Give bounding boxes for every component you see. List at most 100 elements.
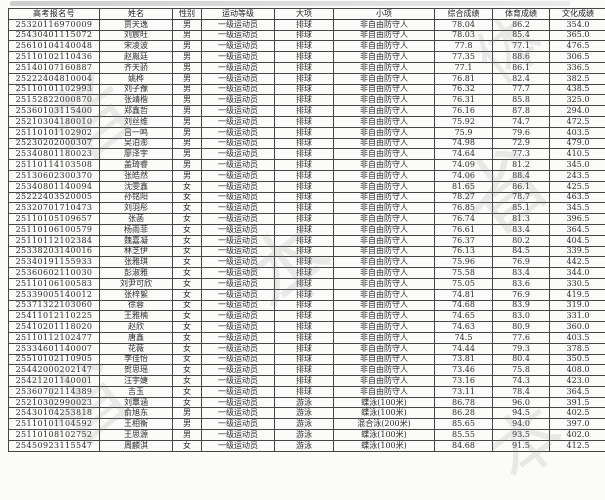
cell-exam-id: 25222403520005: [8, 191, 100, 204]
table-row: 25610104140048 宋凌波男一级运动员 排球 非自由防守人 77.8 77.1 4…: [8, 40, 605, 53]
cell-overall-score: 76.37: [434, 234, 493, 247]
cell-name: 吴泊澎: [99, 137, 173, 150]
table-row: 25110106100579 杨雨菲女一级运动员 排球 非自由防守人 76.61 83.4…: [8, 223, 605, 236]
cell-overall-score: 77.8: [434, 40, 493, 53]
cell-exam-id: 25334601140007: [8, 342, 100, 355]
cell-event: 非自由防守人: [333, 299, 435, 312]
cell-athlete-level: 一级运动员: [201, 407, 275, 420]
cell-event: 非自由防守人: [333, 180, 435, 193]
cell-sports-score: 81.3: [492, 213, 550, 225]
cell-name: 孙铭阳: [99, 191, 173, 204]
cell-sports-score: 96.0: [492, 396, 550, 409]
cell-event: 非自由防守人: [333, 321, 435, 333]
cell-culture-score: 365.0: [549, 29, 605, 42]
cell-overall-score: 75.92: [434, 115, 493, 128]
cell-athlete-level: 一级运动员: [201, 321, 275, 333]
cell-gender: 女: [172, 321, 202, 333]
cell-sport: 排球: [274, 94, 334, 107]
cell-name: 齐天骄: [99, 61, 173, 74]
cell-name: 郑鑫哲: [99, 105, 173, 117]
cell-overall-score: 86.28: [434, 407, 493, 420]
cell-gender: 女: [172, 223, 202, 236]
cell-exam-id: 25130602300370: [8, 169, 100, 182]
cell-culture-score: 243.5: [549, 169, 605, 182]
cell-sports-score: 79.6: [492, 126, 550, 139]
table-row: 25110102110436 赵胤廷男一级运动员 排球 非自由防守人 77.35 88.6…: [8, 51, 605, 63]
cell-name: 周麟淇: [99, 439, 173, 452]
cell-athlete-level: 一级运动员: [201, 72, 275, 85]
cell-sport: 排球: [274, 364, 334, 377]
cell-exam-id: 25110101104592: [8, 418, 100, 431]
cell-gender: 女: [172, 191, 202, 204]
cell-event: 非自由防守人: [333, 223, 435, 236]
cell-gender: 男: [172, 61, 202, 74]
cell-culture-score: 294.0: [549, 105, 605, 117]
cell-culture-score: 345.5: [549, 202, 605, 215]
cell-event: 非自由防守人: [333, 105, 435, 117]
table-row: 25110106100583 刘尹可欣女一级运动员 排球 非自由防守人 75.05 83.…: [8, 277, 605, 290]
cell-sport: 排球: [274, 105, 334, 117]
cell-sports-score: 77.1: [492, 40, 550, 53]
cell-sports-score: 85.1: [492, 202, 550, 215]
cell-gender: 男: [172, 137, 202, 150]
cell-culture-score: 476.5: [549, 40, 605, 53]
cell-name: 徐蓉: [99, 299, 173, 312]
cell-overall-score: 76.31: [434, 94, 493, 107]
cell-event: 非自由防守人: [333, 169, 435, 182]
cell-exam-id: 25450923115547: [8, 439, 100, 452]
cell-athlete-level: 一级运动员: [201, 169, 275, 182]
table-head: 高考报名号 姓名 性别 运动等级 大项 小项 综合成绩 体育成绩 文化成绩: [8, 8, 605, 20]
cell-exam-id: 25210304180010: [8, 115, 100, 128]
table-row: 25110112102384 魏嘉凝女一级运动员 排球 非自由防守人 76.37 80.2…: [8, 234, 605, 247]
cell-gender: 男: [172, 126, 202, 139]
cell-culture-score: 306.5: [549, 51, 605, 63]
cell-culture-score: 396.5: [549, 213, 605, 225]
cell-event: 非自由防守人: [333, 61, 435, 74]
cell-sport: 排球: [274, 169, 334, 182]
table-row: 25320116970009 贾天逸男一级运动员 排球 非自由防守人 78.04 86.2…: [8, 18, 605, 31]
cell-athlete-level: 一级运动员: [201, 126, 275, 139]
cell-sport: 排球: [274, 83, 334, 96]
cell-gender: 女: [172, 396, 202, 409]
cell-sports-score: 86.1: [492, 61, 550, 74]
cell-exam-id: 25371322103060: [8, 299, 100, 312]
cell-exam-id: 25410201118020: [8, 321, 100, 333]
table-row: 25339005140012 张梓絮女一级运动员 排球 非自由防守人 74.81 76.9…: [8, 288, 605, 301]
cell-overall-score: 76.32: [434, 83, 493, 96]
cell-name: 赵欣: [99, 321, 173, 333]
cell-name: 刘覃涵: [99, 396, 173, 409]
table-row: 25210304180010 刘丝维男一级运动员 排球 非自由防守人 75.92 74.7…: [8, 115, 605, 128]
cell-event: 非自由防守人: [333, 234, 435, 247]
cell-athlete-level: 一级运动员: [201, 299, 275, 312]
results-table: 高考报名号 姓名 性别 运动等级 大项 小项 综合成绩 体育成绩 文化成绩 2532011697…: [8, 8, 605, 452]
cell-name: 沈雯鑫: [99, 180, 173, 193]
cell-sport: 游泳: [274, 418, 334, 431]
cell-athlete-level: 一级运动员: [201, 353, 275, 366]
table-row: 25340191155933 张雅琪女一级运动员 排球 非自由防守人 75.96 76.9…: [8, 256, 605, 269]
cell-name: 廖泽宇: [99, 148, 173, 161]
table-row: 25110101102902 吕一鸣男一级运动员 排球 非自由防守人 75.9 79.6 4…: [8, 126, 605, 139]
cell-event: 非自由防守人: [333, 245, 435, 258]
cell-athlete-level: 一级运动员: [201, 29, 275, 42]
table-row: 25360103115400 郑鑫哲男一级运动员 排球 非自由防守人 76.16 87.8…: [8, 105, 605, 117]
cell-culture-score: 319.0: [549, 299, 605, 312]
column-header-athlete-level: 运动等级: [201, 8, 275, 20]
cell-sport: 排球: [274, 299, 334, 312]
cell-exam-id: 25338203140016: [8, 245, 100, 258]
column-header-overall-score: 综合成绩: [434, 8, 493, 20]
cell-gender: 男: [172, 29, 202, 42]
cell-event: 非自由防守人: [333, 342, 435, 355]
cell-name: 张雅琪: [99, 256, 173, 269]
table-row: 25450923115547 周麟淇女一级运动员 游泳 蝶泳(100米) 84.68 91…: [8, 439, 605, 452]
cell-gender: 男: [172, 83, 202, 96]
cell-sports-score: 83.6: [492, 277, 550, 290]
cell-sports-score: 77.6: [492, 331, 550, 344]
cell-sports-score: 76.9: [492, 256, 550, 269]
cell-culture-score: 442.5: [549, 256, 605, 269]
cell-exam-id: 25610104140048: [8, 40, 100, 53]
table-row: 25110108102752 王思源男一级运动员 游泳 蝶泳(100米) 85.55 93…: [8, 429, 605, 441]
cell-overall-score: 78.03: [434, 29, 493, 42]
cell-gender: 女: [172, 267, 202, 279]
table-row: 25222403520005 孙铭阳女一级运动员 排球 非自由防守人 78.27 78.7…: [8, 191, 605, 204]
cell-event: 非自由防守人: [333, 375, 435, 387]
